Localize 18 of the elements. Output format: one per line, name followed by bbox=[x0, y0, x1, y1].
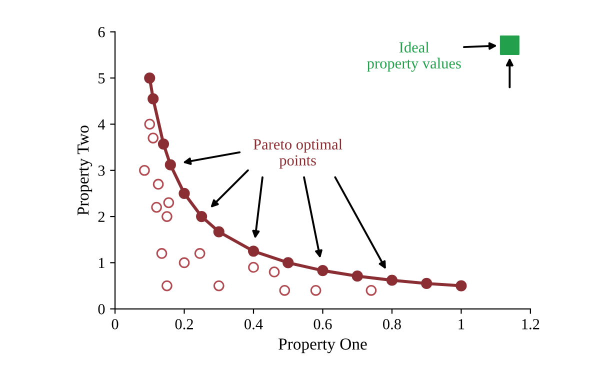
x-tick-label: 0.2 bbox=[175, 319, 193, 330]
y-tick-label: 3 bbox=[98, 166, 105, 176]
y-tick-label: 0 bbox=[98, 304, 105, 314]
x-tick-label: 0 bbox=[112, 319, 118, 330]
y-tick-label: 6 bbox=[98, 27, 105, 38]
x-tick-label: 1 bbox=[458, 319, 464, 330]
x-tick-label: 0.8 bbox=[383, 319, 401, 330]
text: Ideal property values bbox=[367, 42, 461, 72]
y-tick-label: 5 bbox=[98, 73, 105, 84]
x-axis-title: Property One bbox=[278, 338, 367, 354]
y-tick-label: 2 bbox=[98, 212, 104, 222]
x-tick-label: 0.6 bbox=[314, 319, 332, 330]
x-tick-label: 0.4 bbox=[244, 319, 263, 330]
text: Pareto optimal points bbox=[253, 138, 342, 169]
y-axis-title: Property Two bbox=[78, 126, 92, 216]
x-tick-label: 1.2 bbox=[522, 319, 540, 330]
y-tick-label: 1 bbox=[99, 258, 104, 268]
y-tick-label: 4 bbox=[98, 119, 106, 130]
